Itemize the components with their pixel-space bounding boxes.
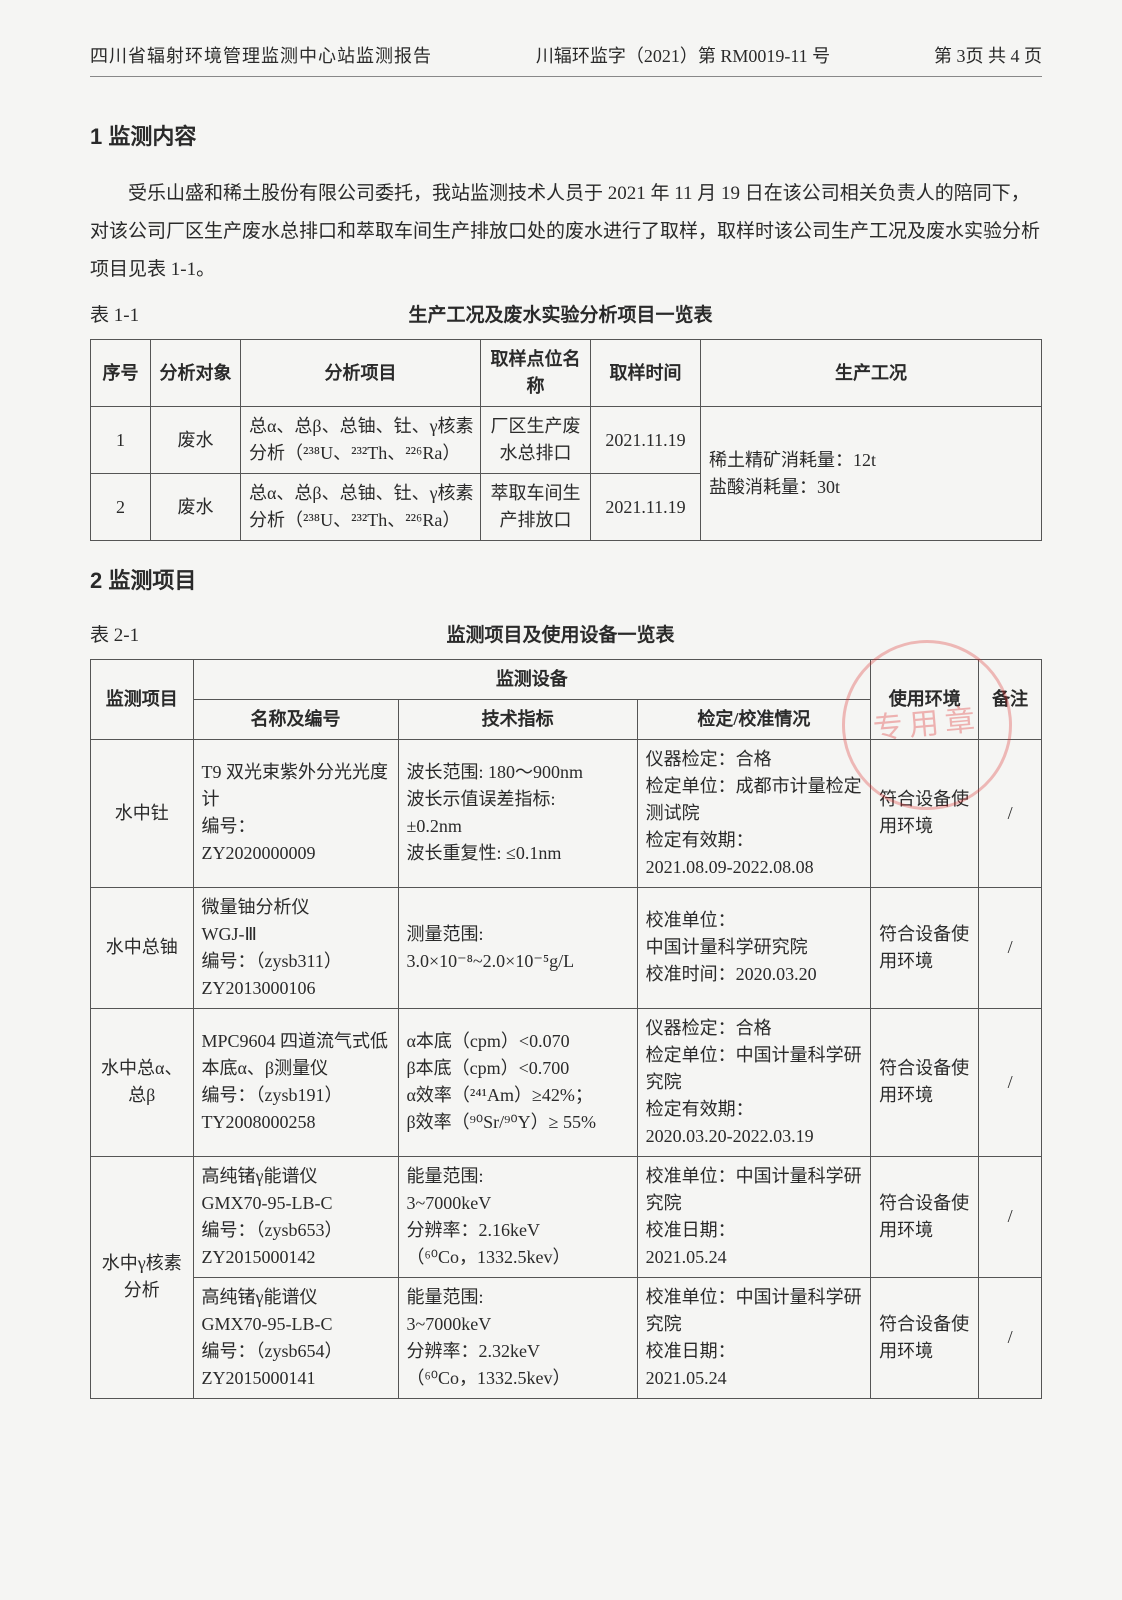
td: 校准单位：中国计量科学研究院 校准日期： 2021.05.24 xyxy=(637,1277,870,1398)
table-row: 水中γ核素分析高纯锗γ能谱仪 GMX70-95-LB-C 编号：（zysb653… xyxy=(91,1156,1042,1277)
td: 符合设备使用环境 xyxy=(871,1156,979,1277)
th: 序号 xyxy=(91,340,151,407)
td: MPC9604 四道流气式低本底α、β测量仪 编号：（zysb191） TY20… xyxy=(193,1008,398,1156)
td: 符合设备使用环境 xyxy=(871,887,979,1008)
table-row: 高纯锗γ能谱仪 GMX70-95-LB-C 编号：（zysb654） ZY201… xyxy=(91,1277,1042,1398)
th: 分析项目 xyxy=(241,340,481,407)
table-2: 监测项目 监测设备 使用环境 备注 名称及编号 技术指标 检定/校准情况 水中钍… xyxy=(90,659,1042,1399)
td: 测量范围: 3.0×10⁻⁸~2.0×10⁻⁵g/L xyxy=(398,887,637,1008)
th: 名称及编号 xyxy=(193,699,398,739)
table-row: 1 废水 总α、总β、总铀、钍、γ核素分析（²³⁸U、²³²Th、²²⁶Ra） … xyxy=(91,407,1042,474)
td: 水中总铀 xyxy=(91,887,194,1008)
section-1-para: 受乐山盛和稀土股份有限公司委托，我站监测技术人员于 2021 年 11 月 19… xyxy=(90,175,1042,289)
td: 仪器检定：合格 检定单位：中国计量科学研究院 检定有效期： 2020.03.20… xyxy=(637,1008,870,1156)
th: 取样点位名称 xyxy=(481,340,591,407)
th: 取样时间 xyxy=(591,340,701,407)
section-2-title: 2 监测项目 xyxy=(90,561,1042,601)
header-right: 第 3页 共 4 页 xyxy=(934,40,1042,72)
th: 分析对象 xyxy=(151,340,241,407)
td: / xyxy=(979,887,1042,1008)
table2-caption: 监测项目及使用设备一览表 xyxy=(139,619,982,653)
td: 2021.11.19 xyxy=(591,407,701,474)
td: 符合设备使用环境 xyxy=(871,739,979,887)
td: 水中钍 xyxy=(91,739,194,887)
td: / xyxy=(979,1008,1042,1156)
header-left: 四川省辐射环境管理监测中心站监测报告 xyxy=(90,40,432,72)
td: 稀土精矿消耗量：12t 盐酸消耗量：30t xyxy=(701,407,1042,541)
td: 总α、总β、总铀、钍、γ核素分析（²³⁸U、²³²Th、²²⁶Ra） xyxy=(241,474,481,541)
th: 监测项目 xyxy=(91,659,194,739)
td: 能量范围: 3~7000keV 分辨率：2.16keV （⁶⁰Co，1332.5… xyxy=(398,1156,637,1277)
td: 校准单位： 中国计量科学研究院 校准时间：2020.03.20 xyxy=(637,887,870,1008)
td: 高纯锗γ能谱仪 GMX70-95-LB-C 编号：（zysb653） ZY201… xyxy=(193,1156,398,1277)
td: 仪器检定：合格 检定单位：成都市计量检定测试院 检定有效期： 2021.08.0… xyxy=(637,739,870,887)
td: / xyxy=(979,739,1042,887)
td: 能量范围: 3~7000keV 分辨率：2.32keV （⁶⁰Co，1332.5… xyxy=(398,1277,637,1398)
td: 符合设备使用环境 xyxy=(871,1277,979,1398)
table2-label: 表 2-1 xyxy=(90,619,139,653)
td: 2 xyxy=(91,474,151,541)
table-row: 监测项目 监测设备 使用环境 备注 xyxy=(91,659,1042,699)
th: 生产工况 xyxy=(701,340,1042,407)
page-header: 四川省辐射环境管理监测中心站监测报告 川辐环监字（2021）第 RM0019-1… xyxy=(90,40,1042,77)
table-1: 序号 分析对象 分析项目 取样点位名称 取样时间 生产工况 1 废水 总α、总β… xyxy=(90,339,1042,541)
td: 2021.11.19 xyxy=(591,474,701,541)
td: α本底（cpm）<0.070 β本底（cpm）<0.700 α效率（²⁴¹Am）… xyxy=(398,1008,637,1156)
table1-label-row: 表 1-1 生产工况及废水实验分析项目一览表 xyxy=(90,299,1042,333)
th: 使用环境 xyxy=(871,659,979,739)
td: 废水 xyxy=(151,474,241,541)
td: 校准单位：中国计量科学研究院 校准日期： 2021.05.24 xyxy=(637,1156,870,1277)
td: / xyxy=(979,1156,1042,1277)
table-row: 水中总铀微量铀分析仪 WGJ-Ⅲ 编号：（zysb311） ZY20130001… xyxy=(91,887,1042,1008)
td: 水中γ核素分析 xyxy=(91,1156,194,1398)
table-row: 序号 分析对象 分析项目 取样点位名称 取样时间 生产工况 xyxy=(91,340,1042,407)
td: 1 xyxy=(91,407,151,474)
td: 废水 xyxy=(151,407,241,474)
th: 检定/校准情况 xyxy=(637,699,870,739)
td: 高纯锗γ能谱仪 GMX70-95-LB-C 编号：（zysb654） ZY201… xyxy=(193,1277,398,1398)
td: 萃取车间生产排放口 xyxy=(481,474,591,541)
th: 监测设备 xyxy=(193,659,871,699)
th: 技术指标 xyxy=(398,699,637,739)
table2-label-row: 表 2-1 监测项目及使用设备一览表 xyxy=(90,619,1042,653)
table1-caption: 生产工况及废水实验分析项目一览表 xyxy=(139,299,982,333)
td: 符合设备使用环境 xyxy=(871,1008,979,1156)
table-row: 水中总α、总βMPC9604 四道流气式低本底α、β测量仪 编号：（zysb19… xyxy=(91,1008,1042,1156)
th: 备注 xyxy=(979,659,1042,739)
td: 微量铀分析仪 WGJ-Ⅲ 编号：（zysb311） ZY2013000106 xyxy=(193,887,398,1008)
section-1-title: 1 监测内容 xyxy=(90,117,1042,157)
td: / xyxy=(979,1277,1042,1398)
td: 厂区生产废水总排口 xyxy=(481,407,591,474)
td: T9 双光束紫外分光光度计 编号： ZY2020000009 xyxy=(193,739,398,887)
td: 总α、总β、总铀、钍、γ核素分析（²³⁸U、²³²Th、²²⁶Ra） xyxy=(241,407,481,474)
td: 波长范围: 180～900nm 波长示值误差指标: ±0.2nm 波长重复性: … xyxy=(398,739,637,887)
table-row: 水中钍T9 双光束紫外分光光度计 编号： ZY2020000009波长范围: 1… xyxy=(91,739,1042,887)
td: 水中总α、总β xyxy=(91,1008,194,1156)
table1-label: 表 1-1 xyxy=(90,299,139,333)
header-mid: 川辐环监字（2021）第 RM0019-11 号 xyxy=(536,40,830,72)
